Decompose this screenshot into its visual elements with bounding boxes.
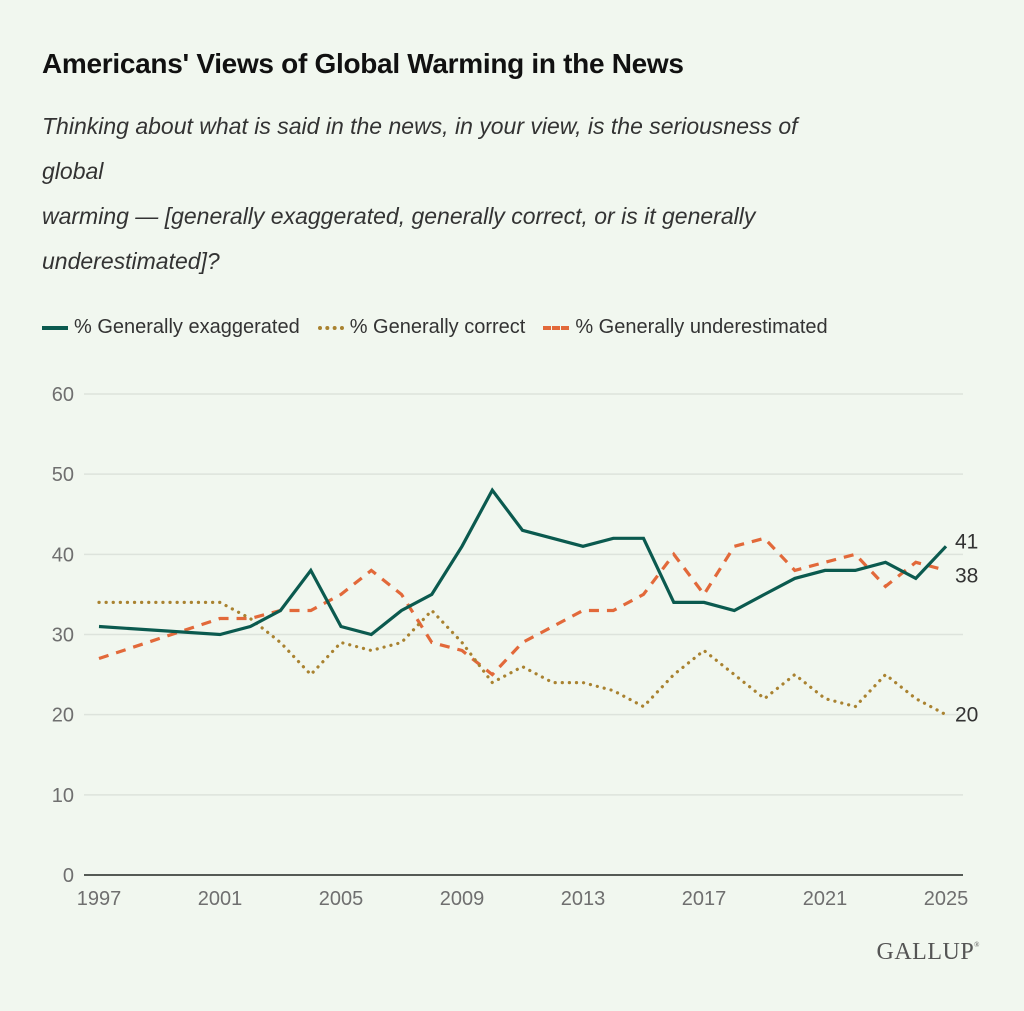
legend-item-exaggerated: % Generally exaggerated: [42, 316, 300, 339]
y-tick-label: 30: [52, 625, 74, 647]
end-value-label: 41: [955, 530, 978, 553]
legend-label: % Generally exaggerated: [74, 316, 300, 338]
y-axis: 0 10 20 30 40 50 60: [52, 384, 74, 887]
x-tick-label: 2017: [682, 888, 727, 910]
legend-swatch-dashed: [543, 325, 570, 330]
x-tick-label: 2013: [561, 888, 606, 910]
chart-legend: % Generally exaggerated % Generally corr…: [42, 316, 828, 339]
gridlines: [84, 393, 963, 876]
legend-swatch-solid: [42, 325, 68, 330]
series-line-dashed: [98, 536, 947, 677]
subtitle-line: Thinking about what is said in the news,…: [42, 113, 798, 139]
y-tick-label: 50: [52, 464, 74, 486]
end-labels: 41 20 38: [955, 530, 978, 726]
legend-label: % Generally correct: [349, 316, 526, 338]
x-tick-label: 2021: [803, 888, 848, 910]
x-axis: 1997 2001 2005 2009 2013 2017 2021 2025: [77, 888, 969, 910]
subtitle-line: warming — [generally exaggerated, genera…: [42, 203, 756, 229]
y-tick-label: 40: [52, 544, 74, 566]
chart-subtitle: Thinking about what is said in the news,…: [42, 104, 962, 284]
chart-title: Americans' Views of Global Warming in th…: [42, 48, 684, 79]
x-tick-label: 1997: [77, 888, 122, 910]
y-tick-label: 60: [52, 384, 74, 406]
logo-text: GALLUP: [876, 939, 975, 965]
legend-item-correct: % Generally correct: [317, 316, 526, 339]
y-tick-label: 0: [63, 865, 74, 887]
registered-mark: ®: [974, 941, 980, 949]
x-tick-label: 2009: [440, 888, 485, 910]
subtitle-line: global: [42, 158, 104, 184]
y-tick-label: 20: [52, 705, 74, 727]
gallup-logo: GALLUP®: [877, 939, 981, 966]
series-line-solid: [98, 487, 948, 637]
series-line-dotted: [97, 600, 948, 717]
series-group: [97, 487, 948, 717]
y-tick-label: 10: [52, 785, 74, 807]
x-tick-label: 2025: [924, 888, 969, 910]
x-tick-label: 2005: [319, 888, 364, 910]
x-tick-label: 2001: [198, 888, 243, 910]
end-value-label: 20: [955, 704, 978, 727]
legend-swatch-dotted: [317, 325, 344, 330]
legend-item-underestimated: % Generally underestimated: [543, 316, 828, 339]
subtitle-line: underestimated]?: [42, 248, 220, 274]
legend-label: % Generally underestimated: [575, 316, 828, 338]
end-value-label: 38: [955, 564, 978, 587]
